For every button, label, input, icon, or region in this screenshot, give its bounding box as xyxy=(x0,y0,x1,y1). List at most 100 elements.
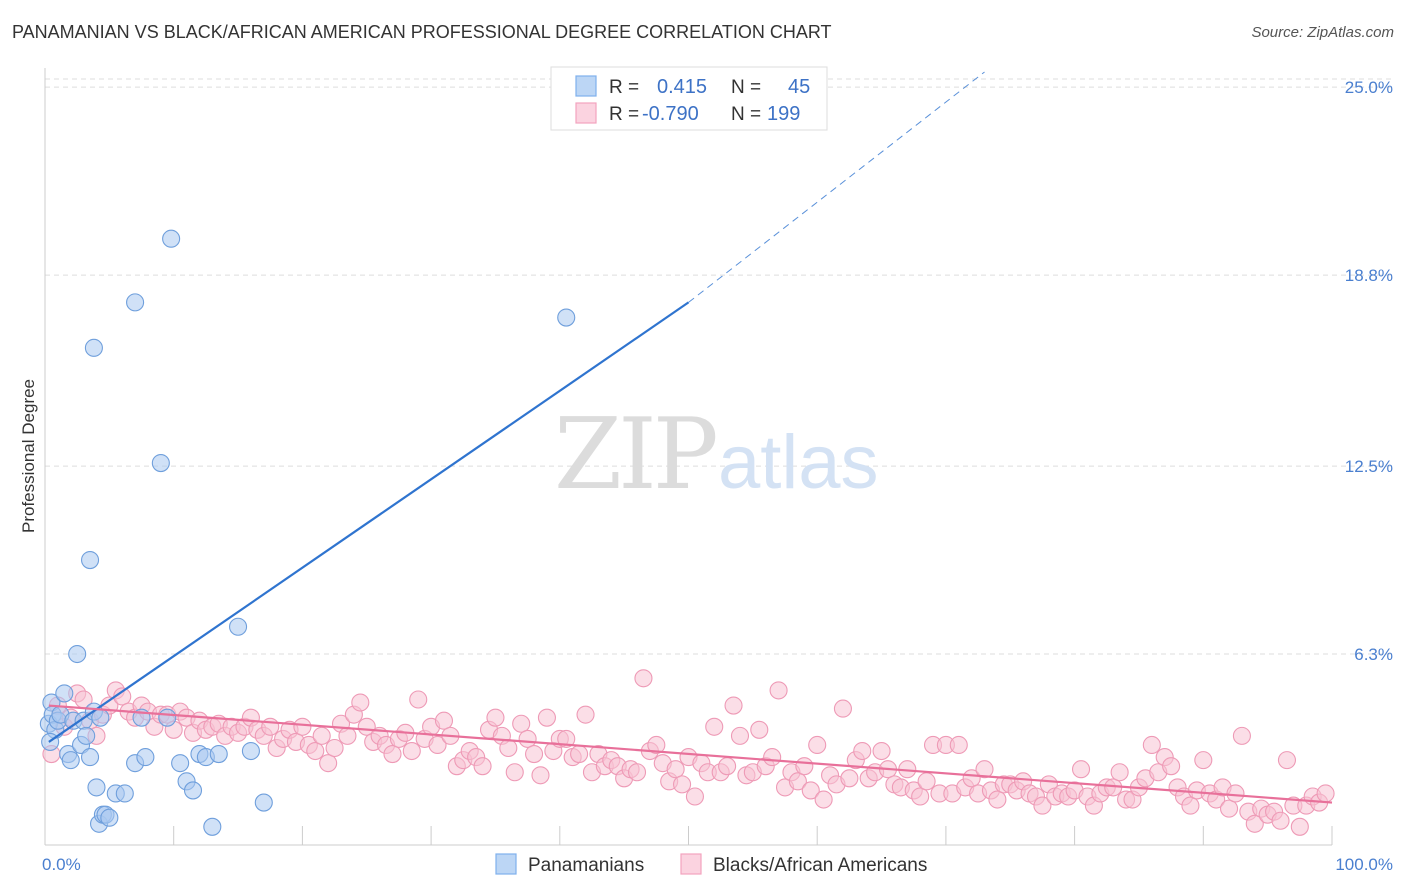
point-blacks-african-americans xyxy=(634,669,653,688)
point-blacks-african-americans xyxy=(1232,726,1251,745)
point-blacks-african-americans xyxy=(557,729,576,748)
point-blacks-african-americans xyxy=(325,738,344,758)
legend-r-label: R = xyxy=(609,104,639,125)
bottom-legend-swatch-pink xyxy=(680,853,702,875)
point-blacks-african-americans xyxy=(312,726,331,745)
point-blacks-african-americans xyxy=(473,757,492,776)
point-blacks-african-americans xyxy=(1194,751,1213,770)
point-blacks-african-americans xyxy=(975,760,994,779)
point-blacks-african-americans xyxy=(853,741,872,761)
bottom-legend: Panamanians Blacks/African Americans xyxy=(495,853,927,876)
point-blacks-african-americans xyxy=(338,726,357,745)
point-blacks-african-americans xyxy=(814,790,833,809)
point-panamanians xyxy=(158,708,177,727)
point-panamanians xyxy=(136,748,155,767)
point-blacks-african-americans xyxy=(750,720,769,739)
point-panamanians xyxy=(162,229,181,248)
point-blacks-african-americans xyxy=(1033,796,1052,815)
point-blacks-african-americans xyxy=(499,738,518,758)
trend-line-blacks-african-americans xyxy=(48,704,1333,804)
legend-r-value-blue: 0.415 xyxy=(657,76,707,98)
point-blacks-african-americans xyxy=(531,766,550,785)
point-blacks-african-americans xyxy=(1316,784,1335,803)
point-blacks-african-americans xyxy=(319,754,338,773)
legend-box xyxy=(550,66,828,131)
point-blacks-african-americans xyxy=(833,699,852,718)
y-tick-label: 18.8% xyxy=(1345,266,1393,285)
point-panamanians xyxy=(151,453,170,473)
point-blacks-african-americans xyxy=(1245,814,1264,833)
y-tick-label: 6.3% xyxy=(1354,645,1393,664)
point-blacks-african-americans xyxy=(801,781,820,800)
legend-n-label: N = xyxy=(731,77,761,98)
y-tick-labels: 6.3% 12.5% 18.8% 25.0% xyxy=(1345,78,1393,664)
legend-n-label: N = xyxy=(731,104,761,125)
point-blacks-african-americans xyxy=(988,790,1007,809)
legend-n-value-blue: 45 xyxy=(788,76,810,98)
point-blacks-african-americans xyxy=(840,769,859,788)
point-blacks-african-americans xyxy=(673,775,692,794)
point-blacks-african-americans xyxy=(525,745,544,764)
point-panamanians xyxy=(183,781,203,800)
point-blacks-african-americans xyxy=(1142,735,1161,755)
point-blacks-african-americans xyxy=(1219,799,1239,818)
point-blacks-african-americans xyxy=(409,690,428,709)
trend-line-panamanians xyxy=(48,301,690,743)
point-panamanians xyxy=(80,748,100,767)
point-blacks-african-americans xyxy=(685,787,704,806)
point-blacks-african-americans xyxy=(795,757,814,776)
point-blacks-african-americans xyxy=(570,745,589,764)
point-blacks-african-americans xyxy=(808,735,827,755)
point-blacks-african-americans xyxy=(402,741,421,761)
x-tick-label: 100.0% xyxy=(1335,855,1393,874)
source-credit: Source: ZipAtlas.com xyxy=(1251,24,1394,41)
point-blacks-african-americans xyxy=(1290,817,1309,836)
point-blacks-african-americans xyxy=(666,760,685,779)
point-blacks-african-americans xyxy=(518,729,537,748)
point-panamanians xyxy=(87,778,106,797)
point-panamanians xyxy=(126,293,145,312)
point-blacks-african-americans xyxy=(949,735,968,755)
x-tick-labels: 0.0% 100.0% xyxy=(42,855,1393,874)
chart-title: PANAMANIAN VS BLACK/AFRICAN AMERICAN PRO… xyxy=(12,22,832,42)
point-panamanians xyxy=(100,808,119,827)
point-blacks-african-americans xyxy=(1271,811,1290,830)
legend-swatch-pink xyxy=(575,102,597,124)
point-panamanians xyxy=(68,644,87,664)
bottom-legend-swatch-blue xyxy=(495,853,517,875)
point-panamanians xyxy=(254,793,273,812)
point-blacks-african-americans xyxy=(647,735,666,755)
point-panamanians xyxy=(229,617,248,636)
point-blacks-african-americans xyxy=(872,741,891,761)
y-tick-label: 25.0% xyxy=(1345,78,1393,97)
point-panamanians xyxy=(171,754,190,773)
point-panamanians xyxy=(115,784,134,803)
point-blacks-african-americans xyxy=(705,717,724,736)
point-blacks-african-americans xyxy=(576,705,595,724)
y-tick-label: 12.5% xyxy=(1345,457,1393,476)
point-blacks-african-americans xyxy=(434,711,454,730)
point-blacks-african-americans xyxy=(357,717,376,736)
point-blacks-african-americans xyxy=(1181,796,1200,815)
point-panamanians xyxy=(84,338,103,357)
point-blacks-african-americans xyxy=(537,708,556,727)
point-panamanians xyxy=(241,741,260,761)
point-blacks-african-americans xyxy=(1162,757,1181,776)
trend-lines xyxy=(48,71,1333,804)
watermark: ZIP atlas xyxy=(554,398,879,512)
point-blacks-african-americans xyxy=(486,708,505,727)
point-blacks-african-americans xyxy=(627,763,647,782)
point-panamanians xyxy=(209,745,228,764)
point-blacks-african-americans xyxy=(512,714,531,733)
point-panamanians xyxy=(80,551,100,570)
legend-n-value-pink: 199 xyxy=(767,103,800,125)
point-blacks-african-americans xyxy=(428,735,447,755)
x-tick-label: 0.0% xyxy=(42,855,81,874)
point-blacks-african-americans xyxy=(293,717,312,736)
legend-swatch-blue xyxy=(575,75,597,97)
point-panamanians xyxy=(77,726,96,745)
y-axis-title: Professional Degree xyxy=(19,379,38,533)
grid-lines xyxy=(45,78,1392,655)
point-blacks-african-americans xyxy=(306,741,325,761)
